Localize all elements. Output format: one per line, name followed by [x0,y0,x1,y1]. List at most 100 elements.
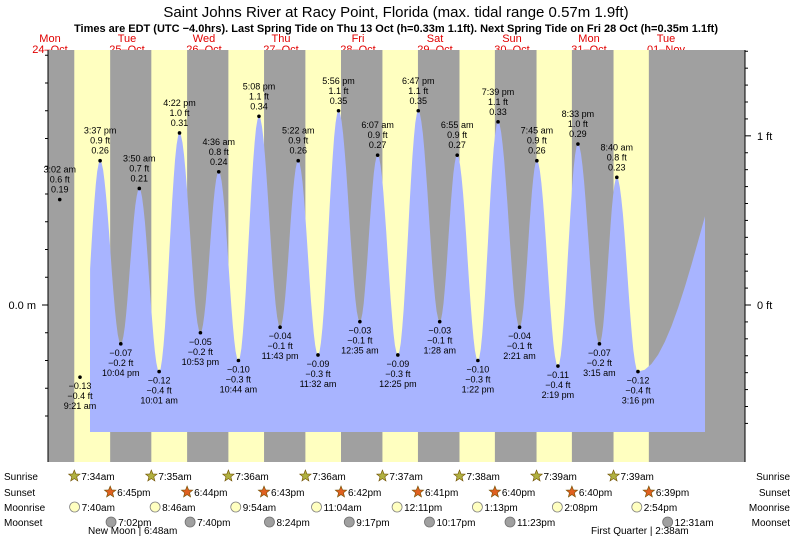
tide-metres-label: 0.33 [489,107,507,117]
tide-extreme-low: −0.11−0.4 ft2:19 pm [542,364,575,400]
moonset-time: 10:17pm [436,518,475,529]
tide-point [316,353,320,357]
tide-point [416,108,421,113]
moonrise-time: 7:40am [82,503,115,514]
sunset-time: 6:43pm [271,488,304,499]
tide-metres-label: −0.10 [227,365,250,375]
tide-point [118,342,123,346]
moonset-icon [424,516,435,528]
sunset-icon [257,485,271,498]
tide-feet-label: 1.1 ft [329,86,350,96]
row-label-left-moonrise: Moonrise [4,503,46,514]
moonrise-icon [391,501,403,513]
tide-extreme-high: 6:55 am0.9 ft0.27 [441,120,474,157]
moon-phase-new-moon: New Moon | 6:48am [88,526,177,537]
sunrise-icon [607,469,621,482]
tide-time-label: 3:02 am [43,165,76,175]
tide-time-label: 1:22 pm [462,385,495,395]
sunset-time: 6:45pm [117,488,150,499]
tide-time-label: 2:19 pm [542,390,575,400]
day-header-dow: Sun [502,33,522,45]
tide-metres-label: −0.07 [109,348,132,358]
tide-point [496,120,500,124]
tide-feet-label: 1.1 ft [488,97,509,107]
tide-point [78,375,82,379]
tide-point [437,319,442,324]
moonrise-time: 1:13pm [484,503,517,514]
sunrise-icon [375,469,389,482]
tide-feet-label: −0.1 ft [267,341,293,351]
tide-feet-label: −0.4 ft [625,386,651,396]
tide-feet-label: 0.9 ft [368,130,389,140]
tide-feet-label: −0.2 ft [188,347,214,357]
tide-time-label: 11:32 am [300,379,337,389]
tide-metres-label: −0.10 [466,365,489,375]
tide-point [396,353,400,357]
tide-metres-label: 0.29 [569,129,587,139]
moonset-time: 7:02pm [118,518,151,529]
tide-point [98,158,102,163]
sunrise-time: 7:36am [312,472,345,483]
tide-extreme-high: 7:45 am0.9 ft0.26 [521,126,554,163]
tide-time-label: 10:53 pm [182,357,220,367]
left-axis-label: 0.0 m [8,300,36,312]
tide-metres-label: 0.24 [210,157,228,167]
tide-extreme-high: 5:22 am0.9 ft0.26 [282,126,314,163]
tide-time-label: 8:33 pm [562,109,595,119]
tide-time-label: 3:50 am [123,153,156,163]
day-header-dow: Tue [118,33,137,45]
moonset-icon [504,516,516,528]
tide-time-label: 4:22 pm [163,98,196,108]
sunset-time: 6:44pm [194,488,227,499]
tide-extreme-low: −0.12−0.4 ft3:16 pm [622,369,654,406]
moonset-icon [184,516,196,528]
row-label-left-sunset: Sunset [4,488,35,499]
moonrise-icon [149,501,161,513]
tide-feet-label: −0.2 ft [108,358,134,368]
sunset-time: 6:42pm [348,488,381,499]
tide-point [336,108,341,113]
sunrise-time: 7:35am [158,472,191,483]
tide-time-label: 12:35 am [341,346,379,356]
tide-point [476,358,480,363]
tide-time-label: 7:45 am [521,126,554,136]
sunset-icon [565,485,579,498]
tide-metres-label: −0.03 [348,326,371,336]
sunset-time: 6:39pm [656,488,689,499]
moonrise-icon [551,501,563,513]
moonrise-time: 12:11pm [404,503,442,514]
moonset-time: 9:17pm [356,518,389,529]
row-label-right-sunrise: Sunrise [756,472,790,483]
tide-metres-label: 0.19 [51,185,69,195]
row-label-right-moonrise: Moonrise [749,503,791,514]
sunset-time: 6:41pm [425,488,458,499]
tide-time-label: 12:25 pm [379,379,417,389]
tide-feet-label: −0.4 ft [67,391,93,401]
tide-time-label: 6:55 am [441,120,474,130]
moon-phase-first-quarter: First Quarter | 2:38am [591,526,689,537]
tide-feet-label: 1.0 ft [568,119,589,129]
row-label-right-moonset: Moonset [752,518,791,529]
tide-metres-label: 0.27 [369,140,387,150]
tide-feet-label: −0.1 ft [507,341,533,351]
tide-extreme-high: 4:36 am0.8 ft0.24 [202,137,235,174]
tide-point [535,158,539,163]
moonrise-icon [230,501,242,513]
moonrise-time: 11:04am [324,503,362,514]
tide-extreme-high: 8:33 pm1.0 ft0.29 [562,109,595,146]
sunset-icon [180,485,194,498]
sunrise-time: 7:38am [466,472,499,483]
tide-metres-label: −0.04 [269,331,292,341]
tide-metres-label: −0.07 [588,348,611,358]
sunrise-time: 7:34am [81,472,114,483]
tide-metres-label: −0.11 [547,370,569,380]
tide-metres-label: 0.34 [250,101,268,111]
tide-metres-label: 0.26 [289,146,307,156]
tide-metres-label: 0.35 [330,96,348,106]
tide-metres-label: 0.26 [91,146,109,156]
tide-feet-label: 1.1 ft [408,86,429,96]
tide-time-label: 8:40 am [601,142,634,152]
